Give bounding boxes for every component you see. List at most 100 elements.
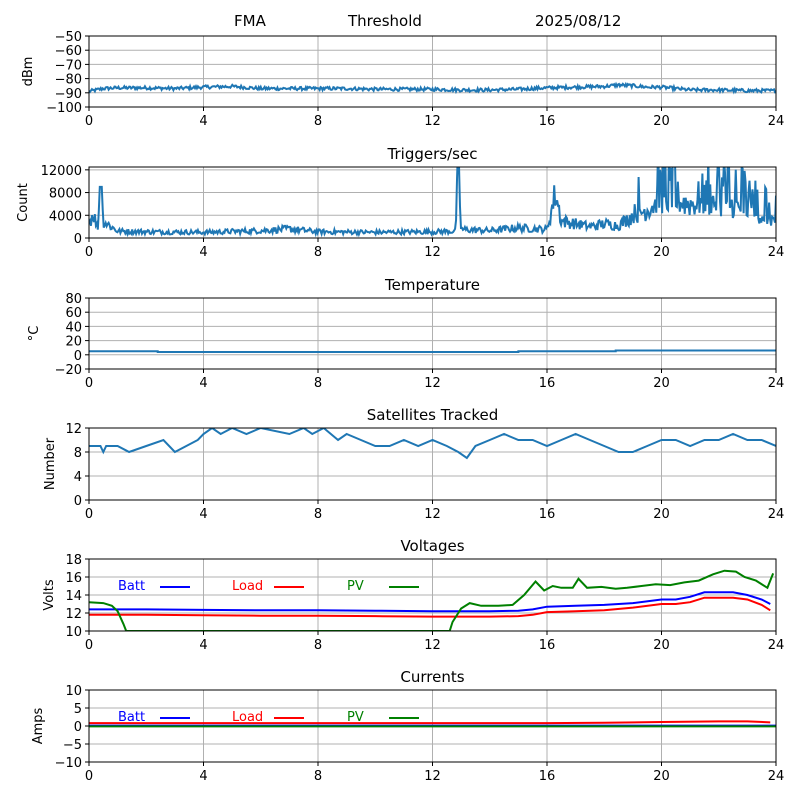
y-axis-label: °C bbox=[27, 326, 42, 342]
x-tick-label: 8 bbox=[314, 114, 322, 129]
x-tick-label: 0 bbox=[85, 376, 93, 391]
y-axis-label: dBm bbox=[21, 57, 36, 87]
x-tick-label: 16 bbox=[539, 638, 556, 653]
x-tick-label: 0 bbox=[85, 114, 93, 129]
y-tick-label: 5 bbox=[74, 702, 82, 717]
x-tick-label: 24 bbox=[768, 638, 785, 653]
x-tick-label: 4 bbox=[199, 769, 207, 784]
y-tick-label: −20 bbox=[55, 363, 82, 378]
y-tick-label: 0 bbox=[74, 494, 82, 509]
x-tick-label: 24 bbox=[768, 114, 785, 129]
y-tick-label: −80 bbox=[55, 73, 82, 88]
y-tick-label: 14 bbox=[65, 589, 82, 604]
legend-label-batt: Batt bbox=[118, 710, 145, 725]
header-svg: FMA Threshold 2025/08/12 bbox=[234, 12, 621, 30]
y-axis-label: Number bbox=[43, 437, 58, 490]
y-tick-label: −60 bbox=[55, 44, 82, 59]
y-tick-label: 60 bbox=[65, 306, 82, 321]
panel-title: Triggers/sec bbox=[387, 145, 478, 163]
x-tick-label: 20 bbox=[653, 769, 670, 784]
x-tick-label: 20 bbox=[653, 245, 670, 260]
y-tick-label: −10 bbox=[55, 756, 82, 771]
y-tick-label: 0 bbox=[74, 720, 82, 735]
x-tick-label: 0 bbox=[85, 638, 93, 653]
series-line-batt bbox=[89, 591, 771, 613]
x-tick-label: 12 bbox=[424, 376, 441, 391]
x-tick-label: 8 bbox=[314, 507, 322, 522]
x-tick-label: 24 bbox=[768, 769, 785, 784]
x-tick-label: 4 bbox=[199, 638, 207, 653]
x-tick-label: 12 bbox=[424, 245, 441, 260]
x-tick-label: 16 bbox=[539, 114, 556, 129]
series-line-0 bbox=[89, 349, 776, 353]
y-tick-label: 18 bbox=[65, 553, 82, 568]
x-tick-label: 20 bbox=[653, 638, 670, 653]
x-tick-label: 12 bbox=[424, 769, 441, 784]
x-tick-label: 0 bbox=[85, 769, 93, 784]
legend-label-load: Load bbox=[232, 710, 263, 725]
panel-5: 0 4 8 12 16 20 24 −10 −5 0 5 10 Currents Amps Batt Load… bbox=[31, 668, 784, 784]
y-tick-label: 20 bbox=[65, 335, 82, 350]
x-tick-label: 4 bbox=[199, 376, 207, 391]
y-axis-label: Amps bbox=[31, 707, 46, 744]
panel-3: 0 4 8 12 16 20 24 0 4 8 12 Satellites Tracked Number bbox=[43, 406, 784, 522]
series-line-0 bbox=[89, 428, 776, 460]
y-tick-label: 0 bbox=[74, 349, 82, 364]
y-tick-label: −100 bbox=[46, 101, 82, 116]
panel-title: Satellites Tracked bbox=[367, 406, 498, 424]
y-tick-label: 10 bbox=[65, 625, 82, 640]
x-tick-label: 8 bbox=[314, 376, 322, 391]
x-tick-label: 0 bbox=[85, 245, 93, 260]
x-tick-label: 12 bbox=[424, 507, 441, 522]
panel-4: 0 4 8 12 16 20 24 10 12 14 16 18 Voltages Volts Batt Lo… bbox=[42, 537, 784, 653]
panel-0: 0 4 8 12 16 20 24 −100−90−80−70−60−50 dBm bbox=[21, 30, 784, 129]
panel-1: 0 4 8 12 16 20 24 0 4000 8000 12000 Triggers/sec Cou… bbox=[16, 145, 785, 260]
y-tick-label: 0 bbox=[74, 232, 82, 247]
x-tick-label: 12 bbox=[424, 114, 441, 129]
x-tick-label: 20 bbox=[653, 114, 670, 129]
series-line-0 bbox=[89, 167, 776, 238]
legend-label-batt: Batt bbox=[118, 579, 145, 594]
x-tick-label: 0 bbox=[85, 507, 93, 522]
y-tick-label: 8 bbox=[74, 446, 82, 461]
x-tick-label: 16 bbox=[539, 507, 556, 522]
y-tick-label: 12 bbox=[65, 607, 82, 622]
x-tick-label: 4 bbox=[199, 114, 207, 129]
x-tick-label: 4 bbox=[199, 507, 207, 522]
series-line-load bbox=[89, 720, 771, 725]
y-tick-label: −90 bbox=[55, 87, 82, 102]
y-axis-label: Volts bbox=[42, 579, 57, 611]
x-tick-label: 24 bbox=[768, 245, 785, 260]
x-tick-label: 4 bbox=[199, 245, 207, 260]
x-tick-label: 16 bbox=[539, 245, 556, 260]
x-tick-label: 16 bbox=[539, 769, 556, 784]
series-line-0 bbox=[89, 81, 776, 95]
legend-label-pv: PV bbox=[347, 710, 364, 725]
series-line-pv bbox=[89, 569, 775, 631]
x-tick-label: 24 bbox=[768, 376, 785, 391]
y-axis-label: Count bbox=[16, 183, 31, 222]
header-date: 2025/08/12 bbox=[535, 12, 621, 30]
y-tick-label: 10 bbox=[65, 684, 82, 699]
x-tick-label: 24 bbox=[768, 507, 785, 522]
legend-label-load: Load bbox=[232, 579, 263, 594]
x-tick-label: 20 bbox=[653, 376, 670, 391]
x-tick-label: 20 bbox=[653, 507, 670, 522]
y-tick-label: 8000 bbox=[49, 187, 82, 202]
x-tick-label: 8 bbox=[314, 245, 322, 260]
y-tick-label: −50 bbox=[55, 30, 82, 45]
y-tick-label: 4000 bbox=[49, 209, 82, 224]
y-tick-label: 4 bbox=[74, 470, 82, 485]
x-tick-label: 12 bbox=[424, 638, 441, 653]
panel-title: Currents bbox=[400, 668, 464, 686]
station-name: FMA bbox=[234, 12, 267, 30]
y-tick-label: −5 bbox=[63, 738, 82, 753]
x-tick-label: 16 bbox=[539, 376, 556, 391]
y-tick-label: 12000 bbox=[41, 164, 82, 179]
y-tick-label: −70 bbox=[55, 58, 82, 73]
header-label: Threshold bbox=[347, 12, 422, 30]
series-line-load bbox=[89, 596, 771, 618]
panel-title: Voltages bbox=[400, 537, 464, 555]
